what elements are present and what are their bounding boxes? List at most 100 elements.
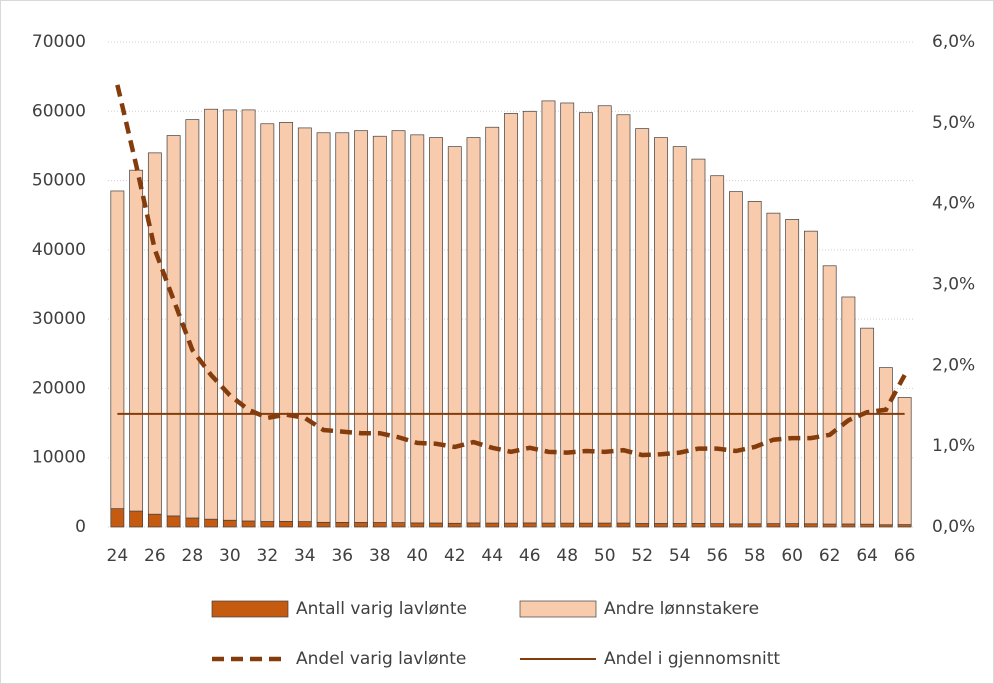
bar-segment: [691, 523, 706, 528]
bar-segment: [429, 137, 443, 524]
x-tick-label: 28: [182, 546, 204, 566]
y2-tick-label: 6,0%: [932, 32, 975, 52]
y2-tick-label: 3,0%: [932, 275, 975, 295]
bar-segment: [841, 296, 856, 525]
bar-segment: [504, 113, 518, 524]
legend-swatch: [519, 600, 597, 618]
bar-segment: [447, 146, 462, 524]
bar-segment: [654, 523, 668, 528]
bar-segment: [841, 523, 856, 528]
bar-segment: [860, 327, 875, 525]
bar-segment: [204, 108, 219, 520]
bar-segment: [466, 137, 481, 524]
x-tick-label: 48: [556, 546, 578, 566]
x-tick-label: 24: [107, 546, 129, 566]
bar-segment: [316, 132, 331, 523]
x-tick-label: 50: [594, 546, 616, 566]
y-tick-label: 60000: [32, 101, 86, 121]
bar-segment: [166, 515, 181, 528]
bar-segment: [297, 521, 312, 528]
y2-tick-label: 2,0%: [932, 355, 975, 375]
legend-swatch: [211, 600, 289, 618]
bar-segment: [766, 212, 781, 524]
x-tick-label: 58: [744, 546, 766, 566]
bar-segment: [297, 127, 312, 522]
y-tick-label: 70000: [32, 32, 86, 52]
legend-label: Andel i gjennomsnitt: [604, 649, 780, 669]
y-tick-label: 0: [75, 517, 86, 537]
x-tick-label: 26: [144, 546, 166, 566]
bar-segment: [279, 521, 293, 528]
bar-segment: [710, 175, 725, 524]
bar-segment: [654, 137, 668, 524]
bar-segment: [691, 158, 706, 524]
x-tick-label: 62: [819, 546, 841, 566]
bar-segment: [541, 100, 556, 524]
bar-segment: [110, 508, 125, 528]
y-tick-label: 40000: [32, 240, 86, 260]
x-tick-label: 40: [406, 546, 428, 566]
bar-segment: [372, 522, 387, 528]
x-tick-label: 56: [706, 546, 728, 566]
bar-segment: [785, 523, 800, 528]
bar-segment: [147, 513, 162, 528]
x-tick-label: 36: [331, 546, 353, 566]
bar-segment: [822, 265, 837, 525]
bar-segment: [616, 114, 631, 524]
bar-segment: [747, 523, 762, 528]
bar-segment: [597, 105, 612, 524]
bar-segment: [372, 135, 387, 523]
bar-segment: [410, 522, 425, 528]
x-tick-label: 66: [894, 546, 916, 566]
bar-segment: [522, 522, 537, 528]
bar-segment: [166, 135, 181, 517]
bar-segment: [504, 522, 518, 528]
x-tick-label: 60: [781, 546, 803, 566]
bar-segment: [466, 522, 481, 528]
bar-segment: [129, 169, 144, 512]
bar-segment: [185, 119, 200, 519]
bar-segment: [560, 522, 575, 528]
bar-segment: [241, 520, 256, 528]
bar-segment: [354, 130, 368, 523]
bar-segment: [260, 521, 275, 528]
bar-segment: [541, 522, 556, 528]
bar-segment: [335, 132, 350, 523]
bar-segment: [597, 522, 612, 528]
x-tick-label: 64: [856, 546, 878, 566]
bar-segment: [672, 523, 687, 528]
y2-tick-label: 5,0%: [932, 113, 975, 133]
x-tick-label: 52: [631, 546, 653, 566]
bar-segment: [447, 522, 462, 528]
x-tick-label: 44: [481, 546, 503, 566]
bar-segment: [878, 367, 893, 526]
bar-segment: [897, 524, 912, 528]
x-tick-label: 30: [219, 546, 241, 566]
bar-segment: [260, 123, 275, 522]
bar-segment: [204, 518, 219, 528]
y-tick-label: 20000: [32, 378, 86, 398]
y2-tick-label: 1,0%: [932, 436, 975, 456]
bar-segment: [354, 522, 368, 528]
legend-label: Andre lønnstakere: [604, 599, 759, 619]
bar-segment: [129, 510, 144, 528]
bar-segment: [729, 523, 743, 528]
bar-segment: [579, 522, 593, 528]
bar-segment: [391, 522, 406, 528]
bar-segment: [485, 126, 500, 524]
legend-label: Andel varig lavlønte: [296, 649, 466, 669]
y2-tick-label: 4,0%: [932, 194, 975, 214]
bar-segment: [222, 519, 237, 528]
x-tick-label: 38: [369, 546, 391, 566]
y-tick-label: 30000: [32, 309, 86, 329]
bar-segment: [897, 397, 912, 525]
bar-segment: [391, 130, 406, 523]
x-tick-label: 54: [669, 546, 691, 566]
bar-segment: [672, 146, 687, 524]
bar-segment: [560, 102, 575, 524]
bar-segment: [241, 109, 256, 522]
y-tick-label: 10000: [32, 448, 86, 468]
bar-segment: [147, 152, 162, 515]
legend-label: Antall varig lavlønte: [296, 599, 467, 619]
bar-segment: [635, 128, 650, 524]
